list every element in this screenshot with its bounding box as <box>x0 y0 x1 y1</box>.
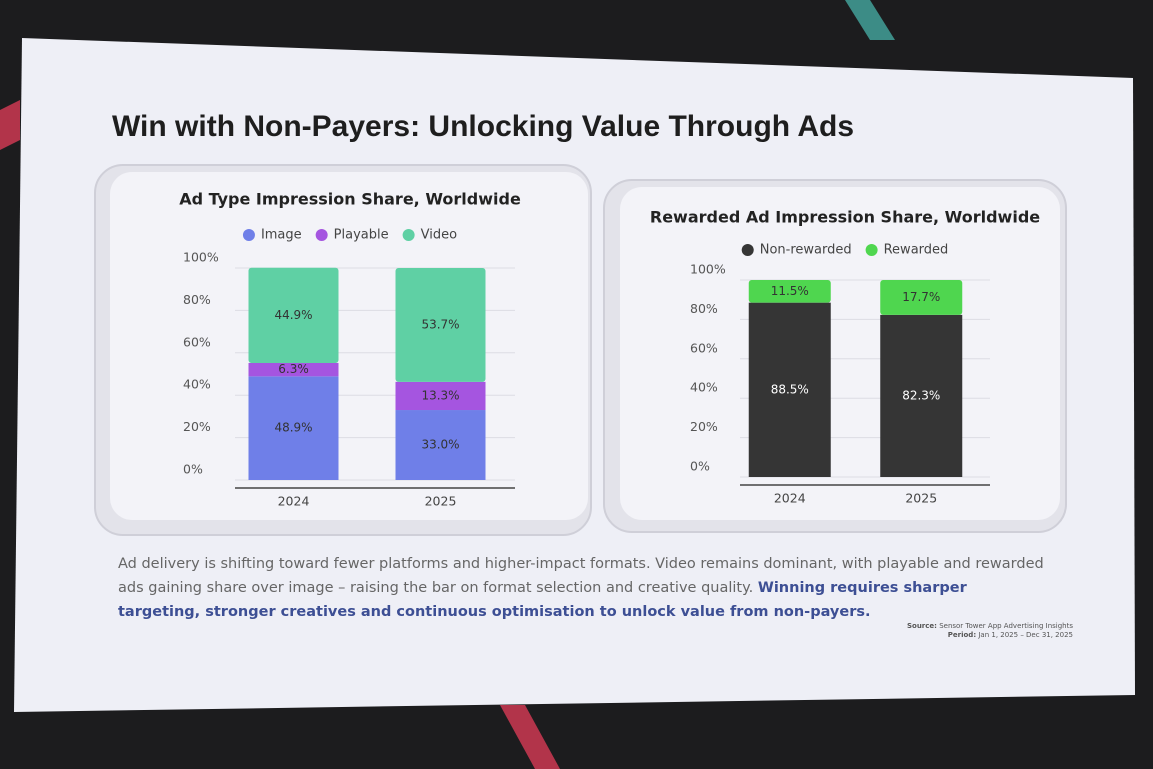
x-tick-label: 2025 <box>905 491 937 506</box>
value-label: 11.5% <box>771 284 809 298</box>
chart-title: Rewarded Ad Impression Share, Worldwide <box>650 208 1040 227</box>
y-tick-label: 80% <box>690 301 718 316</box>
y-tick-label: 60% <box>690 340 718 355</box>
bar-segment <box>748 280 831 303</box>
y-tick-label: 40% <box>183 377 211 392</box>
legend-marker <box>865 244 878 256</box>
chart-title: Ad Type Impression Share, Worldwide <box>179 190 521 209</box>
legend-label: Video <box>421 228 457 243</box>
source: Source: Sensor Tower App Advertising Ins… <box>907 622 1073 640</box>
y-tick-label: 60% <box>183 334 211 349</box>
x-tick-label: 2025 <box>425 494 457 509</box>
bar-segment <box>880 280 963 315</box>
y-tick-label: 100% <box>690 262 726 277</box>
bar-segment <box>248 267 339 363</box>
bar-segment <box>880 314 963 477</box>
body-plain: Ad delivery is shifting toward fewer pla… <box>118 556 1044 596</box>
slide-title: Win with Non-Payers: Unlocking Value Thr… <box>112 110 854 143</box>
y-tick-label: 20% <box>183 419 211 434</box>
body-highlight: Winning requires sharper targeting, stro… <box>118 580 967 620</box>
x-tick-label: 2024 <box>278 494 310 509</box>
value-label: 82.3% <box>902 388 940 402</box>
y-tick-label: 0% <box>183 462 203 477</box>
value-label: 44.9% <box>274 308 312 322</box>
value-label: 53.7% <box>421 317 459 331</box>
value-label: 17.7% <box>902 290 940 304</box>
period-label: Period: <box>947 631 977 639</box>
legend-label: Non-rewarded <box>760 243 852 258</box>
x-tick-label: 2024 <box>774 491 806 506</box>
legend-label: Playable <box>334 228 389 243</box>
source-label: Source: <box>906 622 937 630</box>
bar-segment <box>395 381 486 411</box>
legend-marker <box>315 229 328 241</box>
body-text: Ad delivery is shifting toward fewer pla… <box>118 552 1048 624</box>
value-label: 6.3% <box>278 362 309 376</box>
y-tick-label: 80% <box>183 292 211 307</box>
source-text: Sensor Tower App Advertising Insights <box>939 622 1073 630</box>
value-label: 13.3% <box>421 388 459 402</box>
y-tick-label: 20% <box>690 419 718 434</box>
card-inner <box>620 187 1060 520</box>
card-inner <box>110 172 588 520</box>
y-tick-label: 100% <box>183 250 219 265</box>
bar-segment <box>748 302 831 477</box>
decor <box>500 705 560 769</box>
decor <box>845 0 895 40</box>
legend-label: Image <box>261 228 302 243</box>
y-tick-label: 0% <box>690 459 710 474</box>
legend-marker <box>402 229 415 241</box>
legend-label: Rewarded <box>884 243 949 258</box>
value-label: 33.0% <box>421 438 459 452</box>
value-label: 48.9% <box>274 421 312 435</box>
y-tick-label: 40% <box>690 380 718 395</box>
legend-marker <box>242 229 255 241</box>
bar-segment <box>395 410 486 480</box>
legend-marker <box>741 244 754 256</box>
period-text: Jan 1, 2025 – Dec 31, 2025 <box>978 631 1073 639</box>
bar-segment <box>248 376 339 480</box>
bar-segment <box>395 268 486 382</box>
bar-segment <box>248 362 339 377</box>
value-label: 88.5% <box>771 382 809 396</box>
decor <box>0 100 20 150</box>
